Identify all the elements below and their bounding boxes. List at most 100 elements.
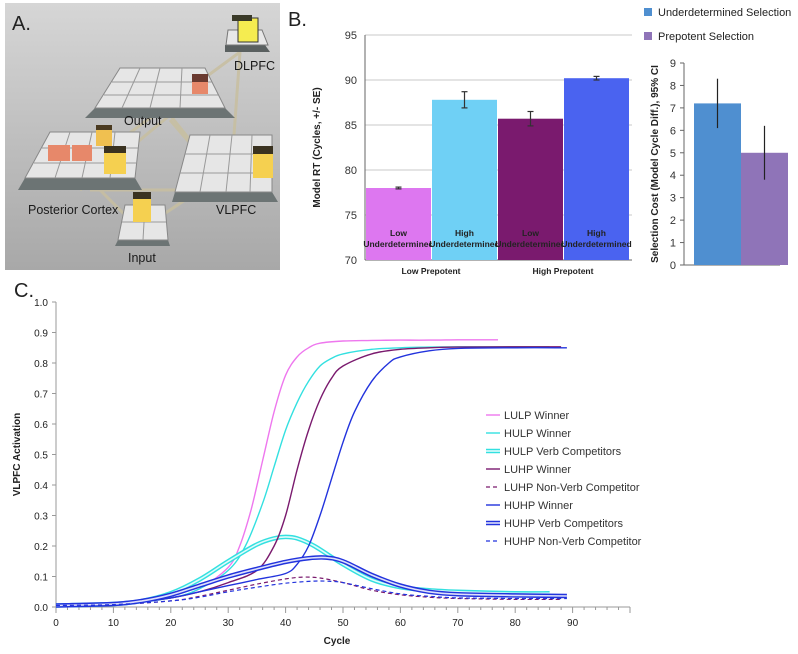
line-series-8: [55, 580, 567, 607]
rt-bar-label-line1: Low: [390, 228, 407, 238]
cost-legend-swatch: [644, 8, 652, 16]
line-y-tick-label: 0.1: [34, 573, 48, 584]
posterior-unit-c: [96, 128, 112, 146]
rt-y-tick-label: 75: [345, 210, 357, 222]
label-dlpfc: DLPFC: [234, 59, 275, 73]
posterior-unit-b: [72, 145, 92, 161]
line-series-2: [55, 346, 550, 607]
line-y-axis-title: VLPFC Activation: [12, 413, 23, 497]
posterior-cortex-layer: [18, 125, 142, 190]
model-rt-chart: 70 75 80 85 90 95 Model RT (Cycles, +/- SE) Low…: [312, 30, 632, 276]
cost-y-tick-label: 8: [670, 80, 676, 92]
rt-bar-label-line2: Underdetermined: [363, 239, 433, 249]
line-x-tick-label: 50: [337, 618, 349, 629]
line-y-tick-label: 0.2: [34, 542, 48, 553]
rt-y-axis-title: Model RT (Cycles, +/- SE): [312, 87, 323, 207]
line-legend-label: HUHP Non-Verb Competitor: [504, 536, 642, 548]
line-x-tick-label: 40: [280, 618, 292, 629]
rt-bar-label-line2: Underdetermined: [561, 239, 631, 249]
cost-y-tick-label: 5: [670, 148, 676, 160]
line-y-tick-label: 0.5: [34, 451, 48, 462]
line-legend-item: LULP Winner: [486, 410, 570, 422]
line-legend-item: LUHP Non-Verb Competitor: [486, 482, 640, 494]
rt-y-tick-label: 80: [345, 165, 357, 177]
panel-a-letter: A.: [12, 13, 31, 35]
input-unit: [133, 196, 151, 222]
rt-bar-label-line2: Underdetermined: [495, 239, 565, 249]
panel-a-network-diagram: A.: [5, 3, 280, 270]
label-vlpfc: VLPFC: [216, 203, 256, 217]
line-y-tick-label: 0.0: [34, 603, 48, 614]
rt-bar: [498, 118, 563, 260]
line-series-path: [55, 347, 567, 607]
input-layer: [115, 192, 170, 246]
line-legend-item: HUHP Winner: [486, 500, 573, 512]
rt-y-tick-label: 90: [345, 75, 357, 87]
line-series-path: [55, 346, 562, 607]
cost-bar: [694, 103, 741, 266]
dlpfc-layer: [225, 15, 270, 52]
line-legend-item: HULP Winner: [486, 428, 571, 440]
line-x-axis-title: Cycle: [324, 636, 351, 647]
line-legend-label: HUHP Verb Competitors: [504, 518, 624, 530]
line-legend-label: LUHP Non-Verb Competitor: [504, 482, 640, 494]
line-x-tick-label: 20: [165, 618, 177, 629]
rt-y-tick-label: 70: [345, 255, 357, 267]
cost-legend-swatch: [644, 32, 652, 40]
rt-bar: [564, 78, 629, 260]
line-legend-label: HULP Verb Competitors: [504, 446, 622, 458]
line-y-tick-label: 1.0: [34, 298, 48, 309]
posterior-unit-d: [104, 150, 126, 174]
line-y-tick-label: 0.8: [34, 359, 48, 370]
line-legend-item: HULP Verb Competitors: [486, 446, 622, 458]
line-y-tick-label: 0.9: [34, 329, 48, 340]
cost-legend-label: Prepotent Selection: [658, 31, 754, 43]
line-series-path: [55, 580, 567, 607]
line-x-tick-label: 10: [108, 618, 120, 629]
rt-bar-label-line1: Low: [522, 228, 539, 238]
rt-bar-label-line2: Underdetermined: [429, 239, 499, 249]
cost-y-tick-label: 3: [670, 193, 676, 205]
posterior-unit-a: [48, 145, 70, 161]
dlpfc-unit: [237, 17, 259, 43]
output-layer: [85, 67, 235, 118]
line-x-tick-label: 0: [53, 618, 59, 629]
cost-y-tick-label: 0: [670, 260, 676, 272]
label-posterior-cortex: Posterior Cortex: [28, 203, 119, 217]
line-series-7: [55, 555, 567, 608]
line-y-tick-label: 0.4: [34, 481, 48, 492]
rt-group-label: High Prepotent: [533, 266, 594, 276]
vlpfc-unit: [253, 150, 273, 178]
cost-y-tick-label: 9: [670, 58, 676, 70]
cost-y-tick-label: 1: [670, 238, 676, 250]
line-x-tick-label: 70: [452, 618, 464, 629]
line-y-tick-label: 0.3: [34, 512, 48, 523]
line-x-tick-label: 30: [223, 618, 235, 629]
line-legend-item: HUHP Non-Verb Competitor: [486, 536, 642, 548]
cost-y-tick-label: 6: [670, 125, 676, 137]
line-legend-label: HUHP Winner: [504, 500, 573, 512]
rt-y-tick-label: 95: [345, 30, 357, 42]
label-input: Input: [128, 251, 156, 265]
line-series-4: [55, 346, 562, 607]
rt-bar: [432, 99, 497, 260]
rt-y-tick-label: 85: [345, 120, 357, 132]
rt-group-label: Low Prepotent: [401, 266, 460, 276]
line-series-path: [55, 346, 550, 607]
label-output: Output: [124, 114, 162, 128]
line-y-tick-label: 0.6: [34, 420, 48, 431]
line-x-tick-label: 90: [567, 618, 579, 629]
line-legend-label: HULP Winner: [504, 428, 571, 440]
line-legend-item: HUHP Verb Competitors: [486, 518, 624, 530]
cost-y-tick-label: 4: [670, 170, 676, 182]
cost-legend-label: Underdetermined Selection: [658, 7, 791, 19]
cost-y-axis-title: Selection Cost (Model Cycle Diff.), 95% …: [650, 65, 661, 263]
line-legend-label: LULP Winner: [504, 410, 570, 422]
rt-bar-label-line1: High: [587, 228, 606, 238]
panel-c-letter: C.: [14, 280, 34, 302]
line-series-6: [55, 347, 567, 607]
line-y-tick-label: 0.7: [34, 390, 48, 401]
cost-y-tick-label: 2: [670, 215, 676, 227]
line-series-path-inner: [55, 556, 567, 607]
